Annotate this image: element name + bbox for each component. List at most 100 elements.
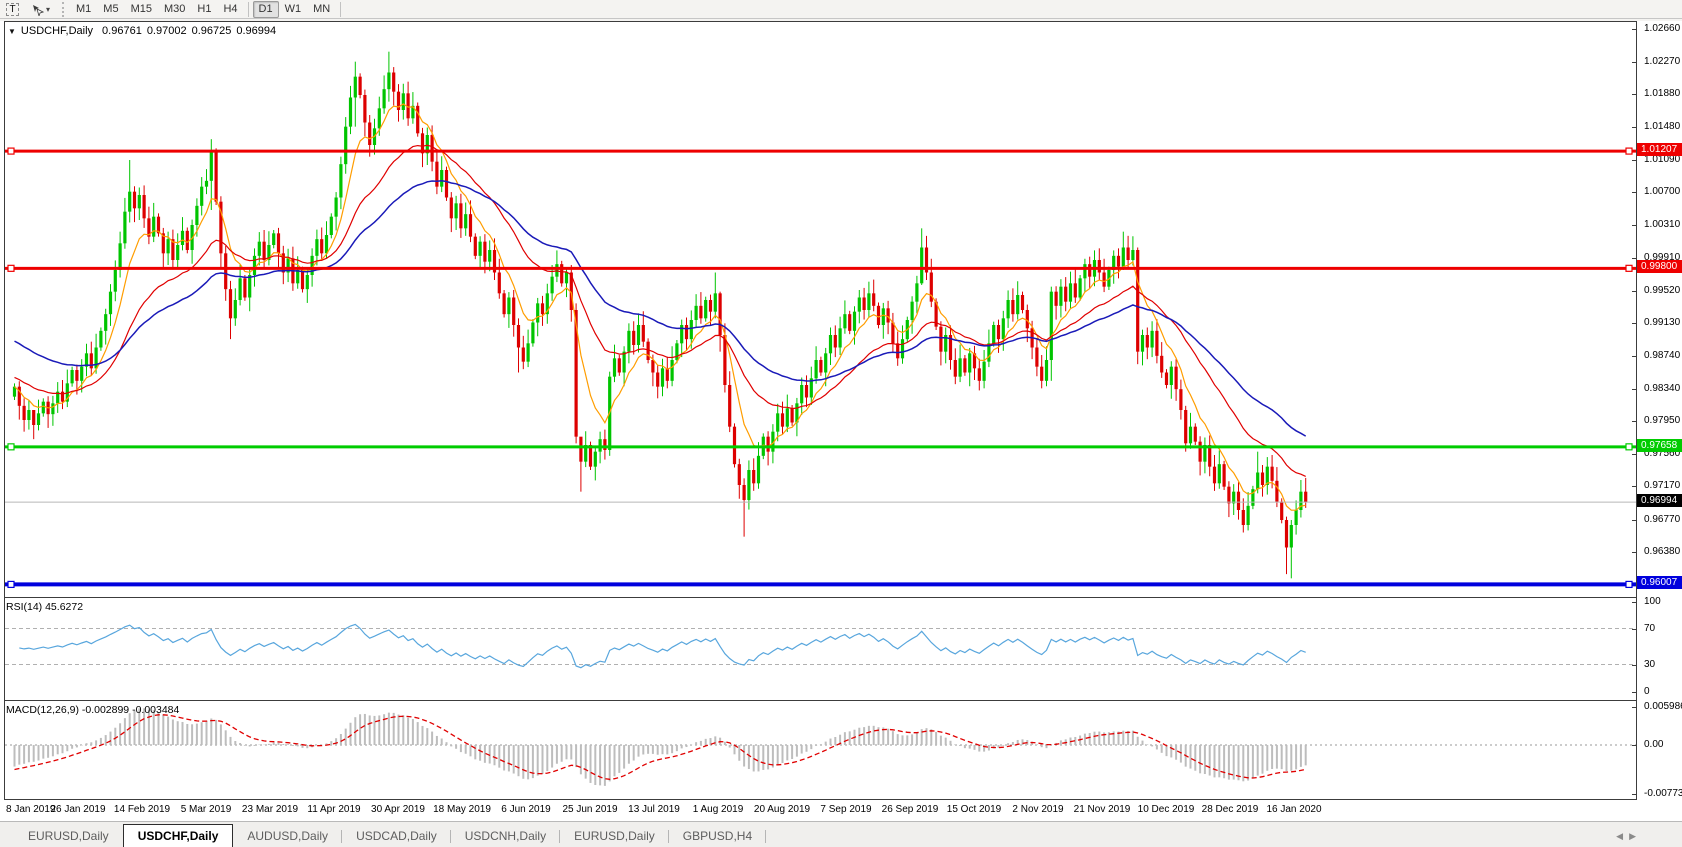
chart-tab-gbpusd-h4[interactable]: GBPUSD,H4 [669, 826, 767, 847]
pointer-tools-button[interactable]: ▾ [25, 1, 56, 18]
chart-tab-usdcad-daily[interactable]: USDCAD,Daily [342, 826, 451, 847]
price-axis-label-tick [1632, 519, 1637, 521]
support-green-handle[interactable] [7, 443, 15, 451]
date-axis-label: 25 Jun 2019 [562, 804, 618, 815]
text-tool-icon: T [6, 2, 19, 16]
chart-tab-usdcnh-daily[interactable]: USDCNH,Daily [451, 826, 561, 847]
price-axis-label: 0.97560 [1644, 447, 1681, 459]
tab-divider [765, 830, 767, 843]
chart-tab-eurusd-daily[interactable]: EURUSD,Daily [28, 829, 109, 843]
price-axis-label: 1.01880 [1644, 88, 1681, 99]
price-axis-label: 0.96770 [1644, 513, 1681, 525]
price-axis-label: 0.96380 [1644, 546, 1681, 558]
price-axis-label-tick [1632, 224, 1637, 226]
price-axis-label: 1.01480 [1644, 121, 1681, 133]
price-axis-label-tick [1632, 421, 1637, 423]
date-axis-label: 5 Mar 2019 [180, 804, 232, 815]
macd-histogram [13, 708, 1307, 786]
price-axis-label: 0.99130 [1644, 317, 1681, 329]
resistance-upper-handle[interactable] [1625, 147, 1633, 155]
tab-divider [667, 830, 669, 843]
rsi-axis-label: 30 [1644, 658, 1656, 670]
high-value: 0.97002 [146, 25, 187, 37]
rsi-indicator-pane[interactable] [4, 597, 1637, 701]
timeframe-button-h4[interactable]: H4 [223, 3, 238, 15]
price-axis-label-tick [1632, 29, 1637, 30]
timeframe-button-m30[interactable]: M30 [163, 3, 186, 15]
chevron-down-icon: ▾ [46, 4, 51, 14]
date-axis-label: 6 Jun 2019 [501, 804, 551, 815]
resistance-lower-handle[interactable] [1625, 264, 1633, 272]
price-axis-label-tick [1632, 61, 1637, 63]
resistance-lower-handle[interactable] [7, 264, 15, 272]
collapse-arrow-icon: ▼ [8, 26, 16, 36]
date-axis-label: 11 Apr 2019 [307, 804, 361, 815]
date-axis-label: 2 Nov 2019 [1012, 804, 1064, 815]
price-axis-label-tick [1632, 453, 1637, 455]
chart-tab-audusd-daily[interactable]: AUDUSD,Daily [233, 826, 343, 847]
macd-indicator-pane[interactable] [4, 700, 1637, 800]
date-axis-label: 18 May 2019 [433, 804, 491, 815]
timeframe-button-m15[interactable]: M15 [130, 3, 152, 15]
price-axis-label-tick [1632, 486, 1637, 488]
date-axis-label: 21 Nov 2019 [1073, 804, 1131, 815]
macd-axis-label: -0.007737 [1644, 787, 1682, 799]
price-axis-label: 0.98740 [1644, 349, 1681, 361]
tab-scroll-right-icon[interactable]: ▶ [1629, 831, 1642, 841]
price-axis-label-tick [1632, 323, 1637, 325]
rsi-axis-label-tick [1632, 601, 1637, 603]
date-axis-label: 10 Dec 2019 [1137, 804, 1195, 815]
date-axis-label: 23 Mar 2019 [241, 804, 299, 815]
macd-axis-label: 0.00 [1644, 739, 1664, 750]
date-axis-label: 28 Dec 2019 [1201, 804, 1259, 815]
timeframe-button-m5[interactable]: M5 [103, 3, 119, 15]
rsi-axis-label: 0 [1644, 685, 1650, 697]
date-axis-label: 8 Jan 2019 [6, 804, 56, 815]
toolbar-grip[interactable] [62, 1, 67, 17]
candlesticks [12, 51, 1308, 579]
text-tool-button[interactable]: T [0, 1, 25, 18]
macd-chart [5, 708, 1636, 786]
support-blue-handle[interactable] [7, 580, 15, 589]
support-blue-handle[interactable] [1625, 580, 1633, 589]
symbol-title: USDCHF,Daily [20, 25, 94, 37]
resistance-upper-handle[interactable] [7, 147, 15, 155]
rsi-label: RSI(14) 45.6272 [6, 601, 84, 613]
price-axis[interactable]: 1.02660 1.02270 1.01880 1.01480 1.01090 1.007… [1632, 21, 1682, 800]
macd-axis-label-tick [1632, 707, 1637, 709]
price-chart-pane[interactable] [4, 21, 1637, 598]
timeframe-button-mn[interactable]: MN [313, 3, 331, 15]
window-gap [0, 19, 1682, 21]
rsi-axis-label-tick [1632, 691, 1637, 693]
date-axis-label: 26 Sep 2019 [881, 804, 939, 815]
tab-divider [559, 830, 561, 843]
price-axis-label: 1.00700 [1644, 186, 1681, 198]
date-axis[interactable]: 8 Jan 2019 26 Jan 2019 14 Feb 2019 5 Mar 20… [4, 801, 1637, 820]
resistance-lower-price-tag: 0.99800 [1637, 260, 1682, 274]
price-axis-label-tick [1632, 127, 1637, 129]
timeframe-button-h1[interactable]: H1 [197, 3, 212, 15]
chart-tab-eurusd-daily[interactable]: EURUSD,Daily [560, 826, 669, 847]
rsi-axis-label-tick [1632, 628, 1637, 630]
date-axis-label: 26 Jan 2019 [50, 804, 106, 815]
timeframe-button-m1[interactable]: M1 [76, 3, 92, 15]
tab-scroll-left-icon[interactable]: ◀ [1616, 831, 1630, 841]
date-axis-label: 13 Jul 2019 [628, 804, 680, 815]
price-axis-label-tick [1632, 552, 1637, 554]
date-axis-label: 7 Sep 2019 [820, 804, 872, 815]
rsi-axis-label: 100 [1644, 595, 1661, 607]
price-axis-label-tick [1632, 192, 1637, 194]
price-axis-label-tick [1632, 159, 1637, 161]
toolbar-separator [340, 1, 342, 17]
macd-axis-label-tick [1632, 745, 1637, 746]
price-axis-label-tick [1632, 355, 1637, 357]
date-axis-label: 1 Aug 2019 [692, 804, 744, 815]
toolbar-separator [247, 1, 249, 17]
timeframe-button-w1[interactable]: W1 [284, 3, 302, 15]
support-green-handle[interactable] [1625, 443, 1633, 451]
price-axis-label-tick [1632, 94, 1637, 95]
resistance-upper-price-tag: 1.01207 [1637, 143, 1682, 157]
chart-tab-usdchf-daily[interactable]: USDCHF,Daily [122, 824, 234, 847]
timeframe-button-d1[interactable]: D1 [252, 0, 279, 18]
